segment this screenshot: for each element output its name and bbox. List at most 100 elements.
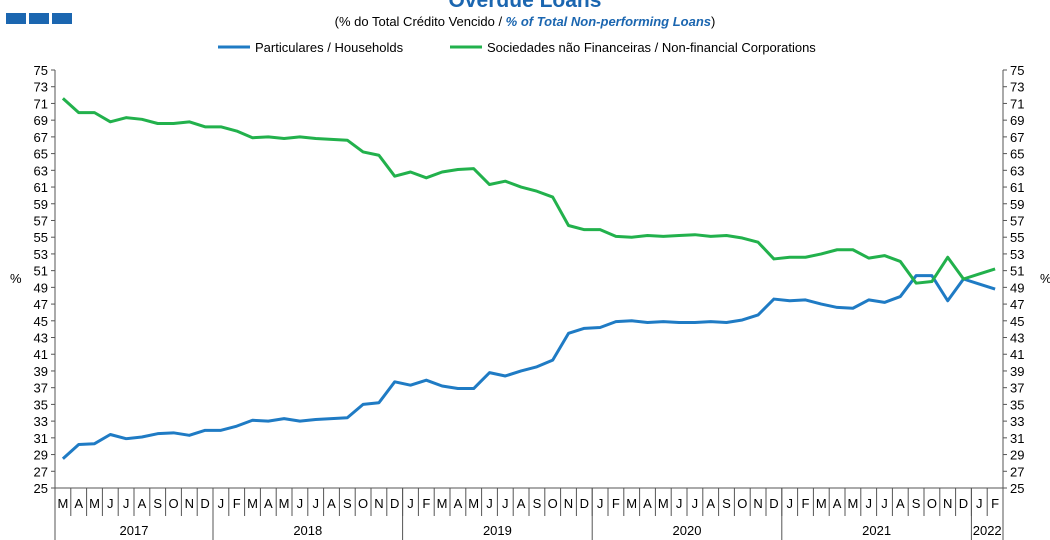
x-tick-label: J [597, 496, 604, 511]
y-tick-label: 75 [34, 63, 48, 78]
year-label: 2021 [862, 523, 891, 538]
x-tick-label: A [138, 496, 147, 511]
x-tick-label: A [517, 496, 526, 511]
subtitle: (% do Total Crédito Vencido / % of Total… [335, 14, 716, 29]
y2-tick-label: 41 [1010, 347, 1024, 362]
x-tick-label: M [247, 496, 258, 511]
x-tick-label: A [327, 496, 336, 511]
y2-tick-label: 63 [1010, 163, 1024, 178]
x-tick-label: D [580, 496, 589, 511]
x-tick-label: O [927, 496, 937, 511]
x-tick-label: M [279, 496, 290, 511]
x-tick-label: J [502, 496, 509, 511]
x-tick-label: J [123, 496, 130, 511]
x-tick-label: J [881, 496, 888, 511]
y-tick-label: 53 [34, 247, 48, 262]
y-tick-label: 45 [34, 314, 48, 329]
x-tick-label: S [912, 496, 921, 511]
x-tick-label: O [168, 496, 178, 511]
x-tick-label: J [312, 496, 319, 511]
x-tick-label: A [833, 496, 842, 511]
x-tick-label: J [976, 496, 983, 511]
year-label: 2019 [483, 523, 512, 538]
x-tick-label: D [200, 496, 209, 511]
x-tick-label: M [847, 496, 858, 511]
subtitle-pt: (% do Total Crédito Vencido / [335, 14, 506, 29]
x-tick-label: A [74, 496, 83, 511]
x-tick-label: M [816, 496, 827, 511]
y2-tick-label: 37 [1010, 381, 1024, 396]
series-line [61, 274, 996, 460]
y-tick-label: 69 [34, 113, 48, 128]
y-tick-label: 67 [34, 130, 48, 145]
y-tick-label: 41 [34, 347, 48, 362]
y2-tick-label: 53 [1010, 247, 1024, 262]
y2-tick-label: 65 [1010, 147, 1024, 162]
y2-tick-label: 31 [1010, 431, 1024, 446]
y-tick-label: 73 [34, 80, 48, 95]
subtitle-end: ) [711, 14, 715, 29]
y2-axis-label: % [1040, 271, 1050, 286]
y2-tick-label: 25 [1010, 481, 1024, 496]
x-tick-label: D [390, 496, 399, 511]
x-tick-label: J [407, 496, 414, 511]
y-tick-label: 27 [34, 464, 48, 479]
y-tick-label: 33 [34, 414, 48, 429]
logo [6, 13, 26, 24]
year-label: 2018 [293, 523, 322, 538]
y-tick-label: 59 [34, 197, 48, 212]
x-tick-label: M [437, 496, 448, 511]
x-tick-label: A [454, 496, 463, 511]
legend-label: Particulares / Households [255, 40, 404, 55]
y-tick-label: 29 [34, 448, 48, 463]
year-label: 2017 [120, 523, 149, 538]
subtitle-en: % of Total Non-performing Loans [506, 14, 711, 29]
x-tick-label: J [297, 496, 304, 511]
logo [29, 13, 49, 24]
x-tick-label: J [107, 496, 114, 511]
x-tick-label: M [468, 496, 479, 511]
year-label: 2020 [673, 523, 702, 538]
series-line [61, 97, 996, 285]
y-tick-label: 63 [34, 163, 48, 178]
logo [52, 13, 72, 24]
x-tick-label: D [769, 496, 778, 511]
x-tick-label: F [612, 496, 620, 511]
y-tick-label: 57 [34, 213, 48, 228]
y-tick-label: 43 [34, 331, 48, 346]
y2-tick-label: 45 [1010, 314, 1024, 329]
x-tick-label: J [676, 496, 683, 511]
y2-tick-label: 43 [1010, 331, 1024, 346]
y-tick-label: 37 [34, 381, 48, 396]
x-tick-label: N [943, 496, 952, 511]
y2-tick-label: 47 [1010, 297, 1024, 312]
x-tick-label: F [422, 496, 430, 511]
y2-tick-label: 69 [1010, 113, 1024, 128]
x-tick-label: F [802, 496, 810, 511]
x-tick-label: S [722, 496, 731, 511]
x-tick-label: J [218, 496, 225, 511]
x-tick-label: J [786, 496, 793, 511]
x-tick-label: F [233, 496, 241, 511]
y2-tick-label: 51 [1010, 264, 1024, 279]
x-tick-label: J [865, 496, 872, 511]
x-tick-label: O [548, 496, 558, 511]
y2-tick-label: 61 [1010, 180, 1024, 195]
y2-tick-label: 71 [1010, 96, 1024, 111]
x-tick-label: J [486, 496, 493, 511]
y-tick-label: 35 [34, 397, 48, 412]
y-tick-label: 31 [34, 431, 48, 446]
y-tick-label: 49 [34, 280, 48, 295]
y-tick-label: 25 [34, 481, 48, 496]
x-tick-label: N [753, 496, 762, 511]
y2-tick-label: 55 [1010, 230, 1024, 245]
y2-tick-label: 49 [1010, 280, 1024, 295]
y-tick-label: 39 [34, 364, 48, 379]
y2-tick-label: 35 [1010, 397, 1024, 412]
y2-tick-label: 39 [1010, 364, 1024, 379]
y2-tick-label: 33 [1010, 414, 1024, 429]
x-tick-label: M [57, 496, 68, 511]
y2-tick-label: 67 [1010, 130, 1024, 145]
y-tick-label: 51 [34, 264, 48, 279]
y-tick-label: 65 [34, 147, 48, 162]
